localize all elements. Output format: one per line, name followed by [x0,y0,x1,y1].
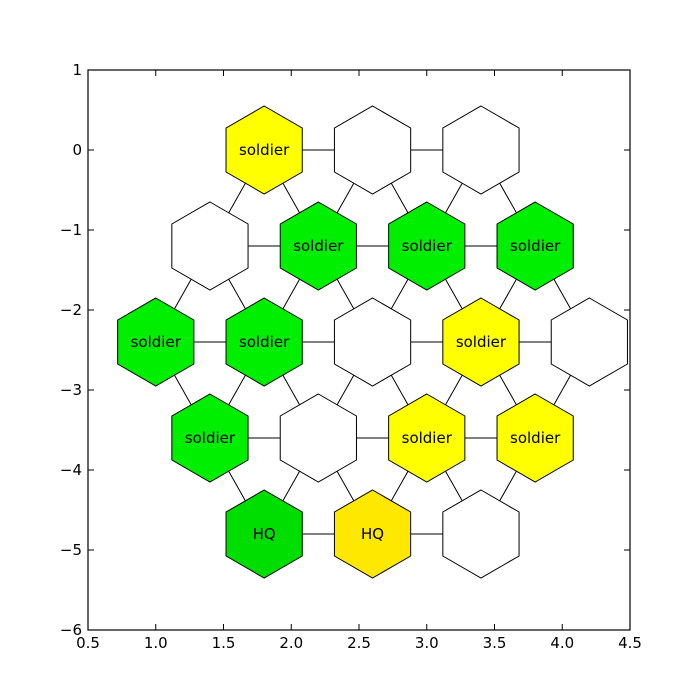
x-tick-label-5: 3.0 [415,634,439,652]
y-tick-label-1: 0 [72,141,82,159]
hex-tile-7 [117,297,195,387]
hex-label-7: soldier [131,333,182,351]
y-tick-label-0: 1 [72,61,82,79]
hex-tile-6 [496,201,574,291]
hex-tile-1 [333,105,412,195]
hex-tile-9 [333,297,412,387]
x-axis: 0.5 1.0 1.5 2.0 2.5 3.0 3.5 4.0 4.5 [76,70,642,652]
y-tick-label-2: −1 [60,221,82,239]
y-tick-label-6: −5 [60,541,82,559]
hex-tile-11 [550,297,628,387]
x-tick-label-8: 4.5 [618,634,642,652]
hex-label-17: HQ [361,525,384,543]
hex-label-5: soldier [402,237,453,255]
hex-label-16: HQ [253,525,276,543]
hex-label-10: soldier [456,333,507,351]
x-tick-label-7: 4.0 [550,634,574,652]
y-axis: 1 0 −1 −2 −3 −4 −5 −6 [60,61,630,639]
hex-label-4: soldier [293,237,344,255]
hex-tile-14 [388,393,466,483]
hex-label-0: soldier [239,141,290,159]
hex-tile-10 [442,297,520,387]
hex-tiles: soldier soldier soldier soldier soldier soldi… [117,105,628,579]
hex-tile-0 [225,105,303,195]
hex-tile-16 [225,489,303,579]
hex-tile-3 [171,201,249,291]
hex-label-15: soldier [510,429,561,447]
hex-tile-17 [333,489,412,579]
y-tick-label-4: −3 [60,381,82,399]
hex-tile-15 [496,393,574,483]
hex-tile-8 [225,297,303,387]
x-tick-label-0: 0.5 [76,634,100,652]
x-tick-label-1: 1.0 [144,634,168,652]
y-tick-label-5: −4 [60,461,82,479]
hex-label-14: soldier [402,429,453,447]
x-tick-label-4: 2.5 [347,634,371,652]
x-tick-label-6: 3.5 [483,634,507,652]
hex-tile-13 [279,393,357,483]
hex-label-8: soldier [239,333,290,351]
hex-tile-18 [442,489,520,579]
hex-tile-2 [442,105,520,195]
hex-tile-5 [388,201,466,291]
hex-label-6: soldier [510,237,561,255]
x-tick-label-2: 1.5 [212,634,236,652]
hex-tile-4 [279,201,357,291]
hex-label-12: soldier [185,429,236,447]
y-tick-label-7: −6 [60,621,82,639]
hex-tile-12 [171,393,249,483]
x-tick-label-3: 2.0 [279,634,303,652]
y-tick-label-3: −2 [60,301,82,319]
